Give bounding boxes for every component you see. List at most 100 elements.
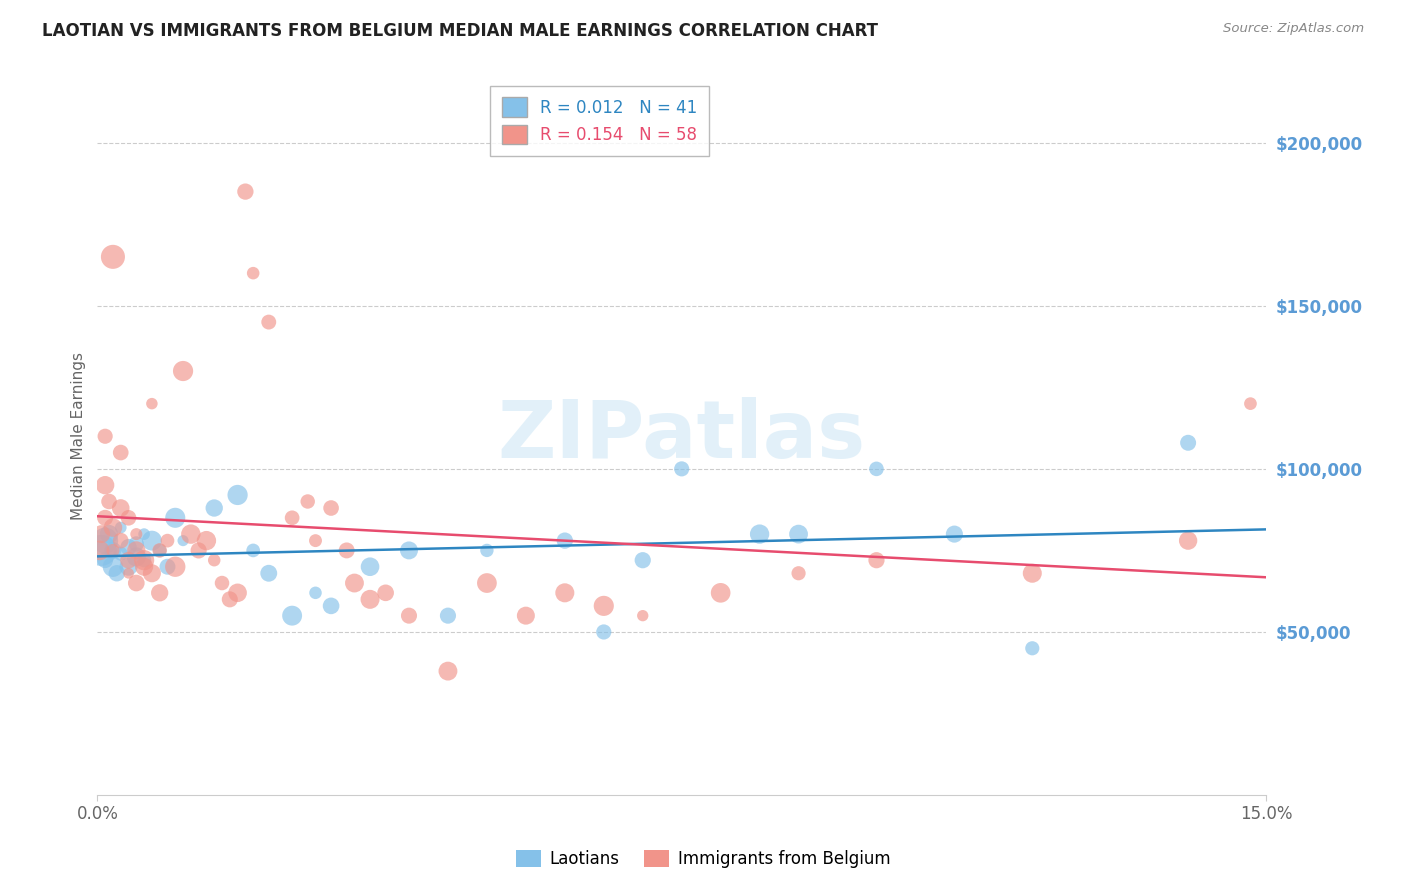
Point [101, 520, 124, 534]
Point [101, 543, 124, 558]
Point [94, 510, 117, 524]
Point [98, 527, 121, 541]
Point [1177, 435, 1199, 450]
Point [110, 520, 132, 534]
Point [304, 586, 326, 600]
Point [132, 553, 155, 567]
Point [865, 462, 887, 476]
Point [226, 488, 249, 502]
Point [1239, 397, 1261, 411]
Point [180, 527, 202, 541]
Point [141, 566, 163, 581]
Point [125, 543, 148, 558]
Point [125, 527, 148, 541]
Y-axis label: Median Male Earnings: Median Male Earnings [72, 352, 86, 520]
Point [156, 533, 179, 548]
Point [943, 527, 966, 541]
Point [336, 543, 359, 558]
Point [141, 397, 163, 411]
Point [187, 543, 209, 558]
Point [156, 559, 179, 574]
Point [98, 494, 121, 508]
Point [94, 533, 117, 548]
Point [748, 527, 770, 541]
Point [141, 533, 163, 548]
Point [865, 553, 887, 567]
Point [359, 592, 381, 607]
Point [110, 501, 132, 516]
Point [226, 586, 249, 600]
Point [671, 462, 693, 476]
Point [211, 576, 233, 591]
Point [94, 553, 117, 567]
Point [281, 510, 304, 524]
Point [125, 537, 148, 551]
Point [319, 599, 342, 613]
Point [592, 599, 614, 613]
Point [631, 608, 654, 623]
Point [374, 586, 396, 600]
Point [257, 315, 280, 329]
Point [398, 608, 420, 623]
Point [398, 543, 420, 558]
Point [94, 429, 117, 443]
Point [437, 664, 460, 678]
Point [202, 501, 225, 516]
Point [1021, 566, 1043, 581]
Point [110, 445, 132, 459]
Point [90, 543, 112, 558]
Point [172, 533, 194, 548]
Point [125, 576, 148, 591]
Legend: Laotians, Immigrants from Belgium: Laotians, Immigrants from Belgium [509, 843, 897, 875]
Point [172, 364, 194, 378]
Point [710, 586, 733, 600]
Point [132, 553, 155, 567]
Point [631, 553, 654, 567]
Text: LAOTIAN VS IMMIGRANTS FROM BELGIUM MEDIAN MALE EARNINGS CORRELATION CHART: LAOTIAN VS IMMIGRANTS FROM BELGIUM MEDIA… [42, 22, 879, 40]
Point [110, 533, 132, 548]
Legend: R = 0.012   N = 41, R = 0.154   N = 58: R = 0.012 N = 41, R = 0.154 N = 58 [491, 86, 710, 156]
Point [218, 592, 240, 607]
Point [304, 533, 326, 548]
Point [554, 533, 576, 548]
Point [149, 543, 172, 558]
Point [165, 510, 187, 524]
Point [94, 478, 117, 492]
Point [125, 549, 148, 564]
Point [105, 566, 128, 581]
Point [1021, 641, 1043, 656]
Point [1177, 533, 1199, 548]
Point [319, 501, 342, 516]
Point [297, 494, 319, 508]
Point [117, 566, 139, 581]
Point [195, 533, 218, 548]
Point [437, 608, 460, 623]
Point [281, 608, 304, 623]
Point [554, 586, 576, 600]
Point [242, 543, 264, 558]
Point [787, 527, 810, 541]
Point [132, 527, 155, 541]
Point [242, 266, 264, 280]
Point [343, 576, 366, 591]
Point [165, 559, 187, 574]
Text: ZIPatlas: ZIPatlas [498, 397, 866, 475]
Text: Source: ZipAtlas.com: Source: ZipAtlas.com [1223, 22, 1364, 36]
Point [592, 624, 614, 639]
Point [475, 576, 498, 591]
Point [359, 559, 381, 574]
Point [101, 543, 124, 558]
Point [89, 543, 111, 558]
Point [257, 566, 280, 581]
Point [117, 540, 139, 554]
Point [235, 185, 257, 199]
Point [110, 547, 132, 561]
Point [475, 543, 498, 558]
Point [149, 543, 172, 558]
Point [117, 559, 139, 574]
Point [117, 553, 139, 567]
Point [101, 250, 124, 264]
Point [787, 566, 810, 581]
Point [101, 559, 124, 574]
Point [132, 559, 155, 574]
